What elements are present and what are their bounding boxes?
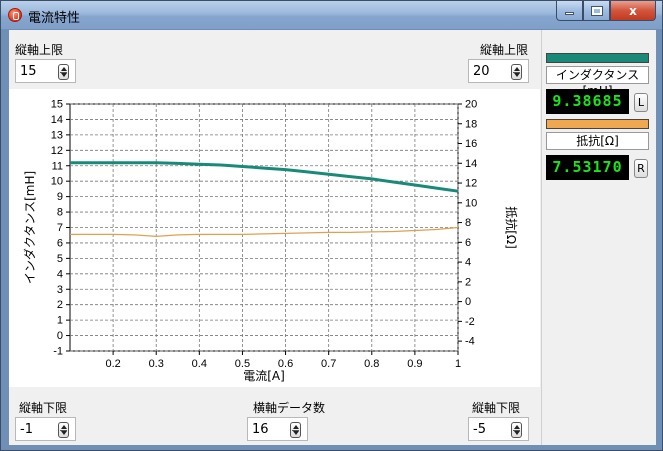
right-upper-limit-spinner[interactable]: 20 (468, 59, 529, 83)
x-tick-label: 0.4 (192, 358, 207, 370)
right-upper-limit-value: 20 (473, 64, 490, 79)
y-right-tick-label: 6 (465, 237, 471, 249)
y-left-tick-label: 4 (57, 268, 63, 280)
chart-panel: -1 0 1 2 3 4 5 6 7 8 9 10 11 12 13 14 15 0.2 0.3 0.4 0.5 0.6 0… (9, 89, 540, 387)
close-button[interactable]: x (610, 1, 656, 21)
right-upper-limit-label: 縦軸上限 (480, 43, 529, 57)
left-lower-limit-label: 縦軸下限 (19, 401, 68, 415)
x-axis-label: 電流[A] (243, 369, 285, 383)
y-right-tick-label: 12 (465, 178, 477, 190)
minimize-icon (565, 12, 574, 15)
y-left-tick-label: 8 (57, 207, 63, 219)
y-right-axis-label: 抵抗[Ω] (504, 206, 519, 249)
right-lower-limit-value: -5 (473, 422, 486, 437)
y-left-tick-label: 6 (57, 237, 63, 249)
resistance-button[interactable]: R (634, 159, 648, 178)
spinner-arrows-icon[interactable] (58, 64, 69, 80)
window-title: 電流特性 (28, 11, 81, 26)
y-right-tick-label: 0 (465, 296, 471, 308)
title-bar[interactable]: 電流特性 x (1, 1, 662, 29)
spinner-arrows-icon[interactable] (511, 422, 522, 438)
y-left-tick-label: 11 (52, 160, 63, 172)
left-upper-limit-spinner[interactable]: 15 (15, 59, 76, 83)
minimize-button[interactable] (556, 1, 583, 21)
inductance-series-line (70, 161, 459, 193)
inductance-readout: 9.38685 (546, 89, 629, 114)
left-upper-limit-value: 15 (20, 64, 37, 79)
x-tick-label: 1 (455, 358, 461, 370)
resistance-series-line (70, 226, 459, 237)
y-right-tick-label: 16 (465, 138, 477, 150)
y-right-tick-label: 2 (465, 276, 471, 288)
y-right-tick-label: -4 (465, 336, 475, 348)
y-right-tick-label: 8 (465, 217, 471, 229)
readout-panel: インダクタンス[mH] 9.38685 L 抵抗[Ω] 7.53170 R (541, 30, 656, 445)
left-lower-limit-value: -1 (20, 422, 33, 437)
y-left-tick-label: 0 (57, 330, 63, 342)
app-icon[interactable] (8, 8, 22, 22)
left-lower-limit-spinner[interactable]: -1 (15, 417, 76, 441)
y-left-tick-label: 1 (57, 315, 63, 327)
y-left-tick-label: 5 (57, 253, 63, 265)
x-tick-label: 0.5 (235, 358, 250, 370)
right-lower-limit-spinner[interactable]: -5 (468, 417, 529, 441)
y-left-tick-label: 7 (57, 222, 63, 234)
data-count-label: 横軸データ数 (253, 401, 326, 415)
spinner-arrows-icon[interactable] (290, 422, 301, 438)
y-left-tick-label: 12 (51, 145, 63, 157)
y-left-tick-label: 15 (51, 99, 63, 111)
maximize-button[interactable] (583, 1, 610, 21)
window-controls: x (556, 1, 656, 21)
resistance-color-swatch (546, 119, 649, 129)
maximize-icon (590, 5, 603, 16)
inductance-name: インダクタンス[mH] (546, 66, 649, 98)
x-tick-label: 0.6 (278, 358, 293, 370)
y-left-tick-label: 9 (57, 191, 63, 203)
inductance-color-swatch (546, 53, 649, 63)
y-left-tick-label: -1 (53, 346, 63, 358)
plot-frame (69, 103, 459, 352)
right-lower-limit-label: 縦軸下限 (472, 401, 521, 415)
spinner-arrows-icon[interactable] (511, 64, 522, 80)
y-right-tick-label: 14 (465, 158, 477, 170)
y-right-tick-label: 10 (465, 197, 477, 209)
x-tick-label: 0.9 (407, 358, 422, 370)
close-icon: x (629, 3, 637, 18)
client-area: 縦軸上限 15 縦軸上限 20 -1 0 1 2 3 4 5 6 7 8 9 10 11 12 13 14 15… (9, 30, 656, 445)
left-upper-limit-label: 縦軸上限 (15, 43, 64, 57)
y-left-tick-label: 2 (57, 299, 63, 311)
x-tick-label: 0.8 (364, 358, 379, 370)
data-count-spinner[interactable]: 16 (247, 417, 308, 441)
resistance-name: 抵抗[Ω] (546, 132, 649, 150)
y-right-tick-label: -2 (465, 316, 475, 328)
y-left-axis-label: インダクタンス[mH] (22, 171, 37, 284)
x-tick-label: 0.7 (321, 358, 336, 370)
y-left-tick-label: 10 (51, 176, 63, 188)
x-tick-label: 0.2 (105, 358, 120, 370)
y-right-tick-label: 4 (465, 257, 471, 269)
y-left-tick-label: 13 (51, 129, 63, 141)
y-right-tick-label: 20 (465, 99, 477, 111)
x-tick-label: 0.3 (149, 358, 164, 370)
data-count-value: 16 (252, 422, 269, 437)
y-right-tick-label: 18 (465, 118, 477, 130)
inductance-button[interactable]: L (634, 93, 648, 112)
spinner-arrows-icon[interactable] (58, 422, 69, 438)
y-left-tick-label: 14 (51, 114, 63, 126)
resistance-readout: 7.53170 (546, 155, 629, 180)
y-left-tick-label: 3 (57, 284, 63, 296)
